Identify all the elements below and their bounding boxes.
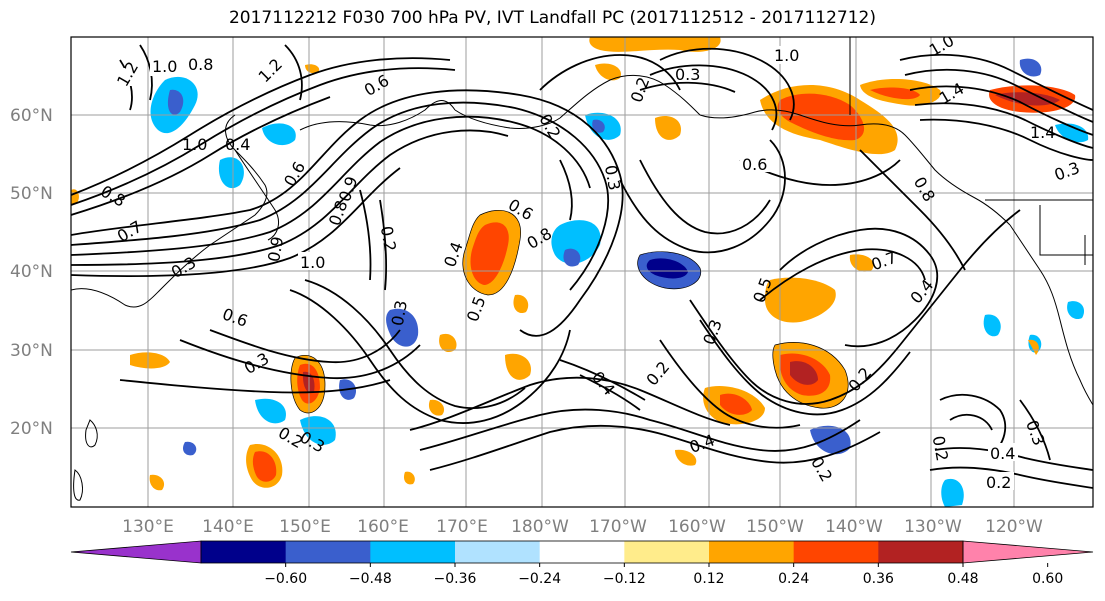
lon-label: 170°W	[589, 517, 647, 537]
colorbar-tick-label: −0.60	[264, 571, 307, 587]
lon-label: 150°E	[279, 517, 331, 537]
colorbar-tick-label: −0.36	[434, 571, 477, 587]
colorbar-border	[200, 540, 964, 564]
colorbar-tick-label: 0.36	[863, 571, 894, 587]
lon-label: 140°E	[202, 517, 254, 537]
lat-label: 50°N	[10, 184, 53, 204]
colorbar-tick-label: 0.12	[693, 571, 724, 587]
lat-label: 20°N	[10, 419, 53, 439]
fill-outlines	[290, 210, 849, 414]
coastlines	[71, 37, 1093, 501]
lon-label: 150°W	[746, 517, 804, 537]
contour-label: 1.0	[300, 253, 325, 272]
lon-label: 160°E	[357, 517, 409, 537]
colorbar-swatch	[709, 541, 795, 563]
colorbar-extend-low	[70, 540, 202, 564]
lon-label: 140°W	[825, 517, 883, 537]
contour-label: 1.0	[182, 135, 207, 154]
colorbar-tick-label: 0.60	[1032, 571, 1063, 587]
graticule	[71, 37, 1093, 507]
colorbar-swatch	[539, 541, 625, 563]
contour-label: 1.0	[774, 46, 799, 65]
lon-label: 130°W	[904, 517, 962, 537]
contour-label: 0.2	[377, 225, 400, 253]
lat-label: 30°N	[10, 341, 53, 361]
map-title: 2017112212 F030 700 hPa PV, IVT Landfall…	[228, 8, 876, 28]
contour-label: 0.9	[264, 235, 287, 263]
longitude-labels: 130°E 140°E 150°E 160°E 170°E 180°W 170°…	[122, 517, 1043, 537]
colorbar-swatch	[370, 541, 456, 563]
colorbar-swatch	[455, 541, 541, 563]
contour-label: 0.6	[742, 155, 767, 174]
contour-label: 1.0	[152, 57, 177, 76]
colorbar-swatch	[793, 541, 879, 563]
contour-label: 0.3	[388, 299, 411, 327]
contour-label: 0.8	[188, 55, 213, 74]
colorbar-tick-label: 0.48	[947, 571, 978, 587]
colorbar: −0.60 −0.48 −0.36 −0.24 −0.12 0.12 0.24 0.36 0.4…	[70, 540, 1094, 587]
lat-label: 40°N	[10, 262, 53, 282]
colorbar-tick-label: 0.24	[778, 571, 809, 587]
colorbar-swatch	[624, 541, 710, 563]
pv-contours	[71, 44, 1093, 489]
ivt-anomaly-fill	[71, 37, 1089, 507]
colorbar-swatch	[201, 541, 287, 563]
contour-label: 0.3	[675, 65, 700, 84]
colorbar-tick-label: −0.48	[349, 571, 392, 587]
colorbar-tick-label: −0.24	[518, 571, 561, 587]
contour-label: 0.3	[601, 164, 624, 192]
latitude-labels: 60°N 50°N 40°N 30°N 20°N	[10, 106, 53, 439]
colorbar-swatch	[878, 541, 964, 563]
lon-label: 130°E	[122, 517, 174, 537]
colorbar-tick-label: −0.12	[603, 571, 646, 587]
lon-label: 180°W	[511, 517, 569, 537]
lon-label: 170°E	[436, 517, 488, 537]
contour-label: 1.4	[1030, 123, 1055, 142]
lat-label: 60°N	[10, 106, 53, 126]
contour-label: 0.4	[990, 444, 1015, 463]
lon-label: 120°W	[985, 517, 1043, 537]
colorbar-extend-high	[962, 540, 1094, 564]
contour-label: 0.2	[929, 434, 952, 462]
contour-label: 0.4	[225, 135, 250, 154]
map-frame	[70, 36, 1094, 508]
colorbar-swatch	[285, 541, 371, 563]
lon-label: 160°W	[668, 517, 726, 537]
contour-label: 0.2	[986, 473, 1011, 492]
